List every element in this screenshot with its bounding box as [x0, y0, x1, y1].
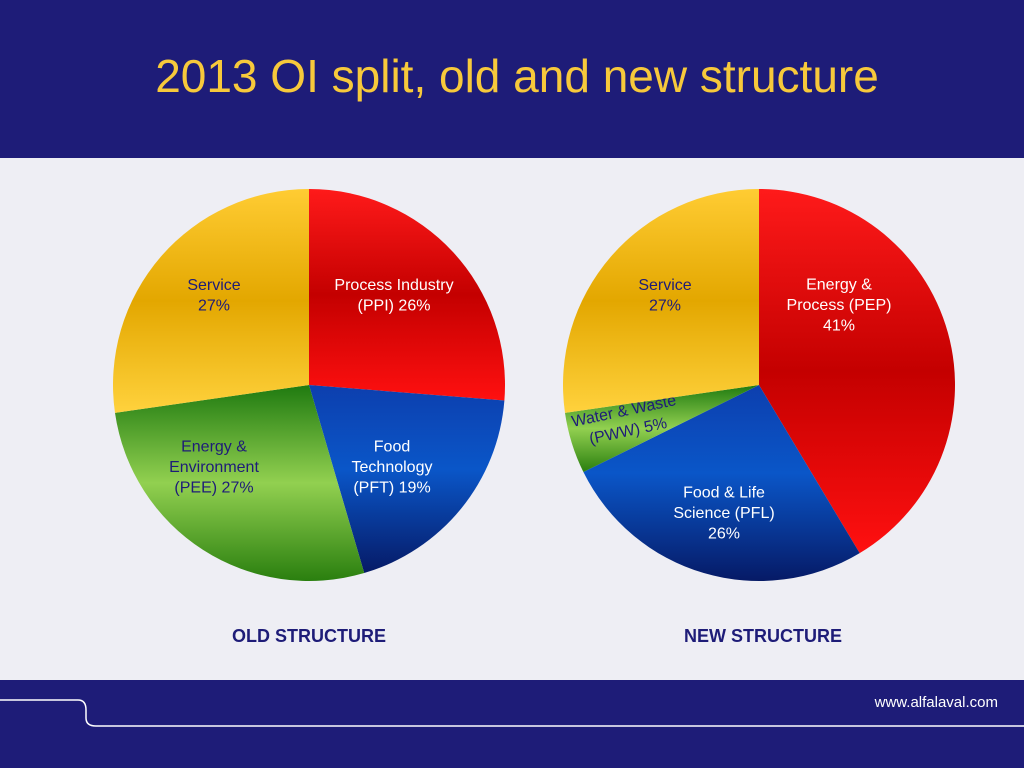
pie-slice-label: Food & Life Science (PFL) 26%: [673, 485, 774, 543]
pie-slice-label: Service 27%: [638, 277, 691, 315]
pie-slice: [114, 385, 365, 581]
pie-slice: [563, 189, 759, 413]
new-structure-label: NEW STRUCTURE: [684, 626, 842, 646]
footer-swoosh-line: [0, 699, 1024, 727]
pie-slice-label-line: Service: [638, 277, 691, 294]
slide-footer: www.alfalaval.com: [0, 680, 1024, 768]
pie-slice: [309, 385, 505, 574]
pie-slice: [113, 189, 309, 413]
old-structure-label: OLD STRUCTURE: [232, 626, 386, 646]
pie-slice-label-line: Science (PFL): [673, 505, 774, 522]
pie-slice-label-line: Food: [374, 439, 410, 456]
pie-slice: [309, 189, 506, 401]
new-structure-pie: Energy & Process (PEP) 41% Food & Life Scien…: [563, 189, 955, 582]
slide-header: 2013 OI split, old and new structure: [0, 0, 1024, 158]
pie-slice-label-line: 27%: [649, 297, 681, 314]
pie-slice: [564, 385, 759, 473]
pie-charts: Process Industry (PPI) 26% Food Technology (…: [113, 189, 955, 646]
pie-slice-label-line: Process (PEP): [787, 297, 892, 314]
pie-slice-label-line: 41%: [823, 318, 855, 335]
pie-slice-label: Food Technology (PFT) 19%: [352, 439, 433, 497]
pie-slice-label: Service 27%: [187, 277, 240, 315]
pie-slice-label-line: 26%: [708, 526, 740, 543]
website-url: www.alfalaval.com: [874, 694, 998, 711]
old-structure-pie: Process Industry (PPI) 26% Food Technology (…: [113, 189, 506, 581]
pie-slice-label-line: Process Industry: [334, 277, 453, 294]
pie-slice-label-line: Technology: [352, 459, 433, 476]
pie-slice: [583, 385, 860, 582]
slide-content: Process Industry (PPI) 26% Food Technology (…: [0, 158, 1024, 680]
pie-slice-label-line: (PEE) 27%: [174, 480, 253, 497]
pie-slice-label-line: Energy &: [181, 439, 247, 456]
pie-slice-label-line: (PPI) 26%: [358, 297, 431, 314]
pie-slice-label: Process Industry (PPI) 26%: [334, 277, 453, 315]
slide-title: 2013 OI split, old and new structure: [155, 50, 879, 102]
pie-slice-label-line: Food & Life: [683, 485, 765, 502]
pie-slice: [759, 189, 955, 554]
pie-slice-label-line: Environment: [169, 459, 259, 476]
pie-slice-label: Energy & Environment (PEE) 27%: [169, 439, 259, 497]
pie-slice-label-line: Service: [187, 277, 240, 294]
pie-slice-label-line: Energy &: [806, 277, 872, 294]
pie-slice-label: Energy & Process (PEP) 41%: [787, 277, 892, 335]
pie-slice-label-line: 27%: [198, 297, 230, 314]
pie-slice-label-line: (PFT) 19%: [353, 480, 430, 497]
